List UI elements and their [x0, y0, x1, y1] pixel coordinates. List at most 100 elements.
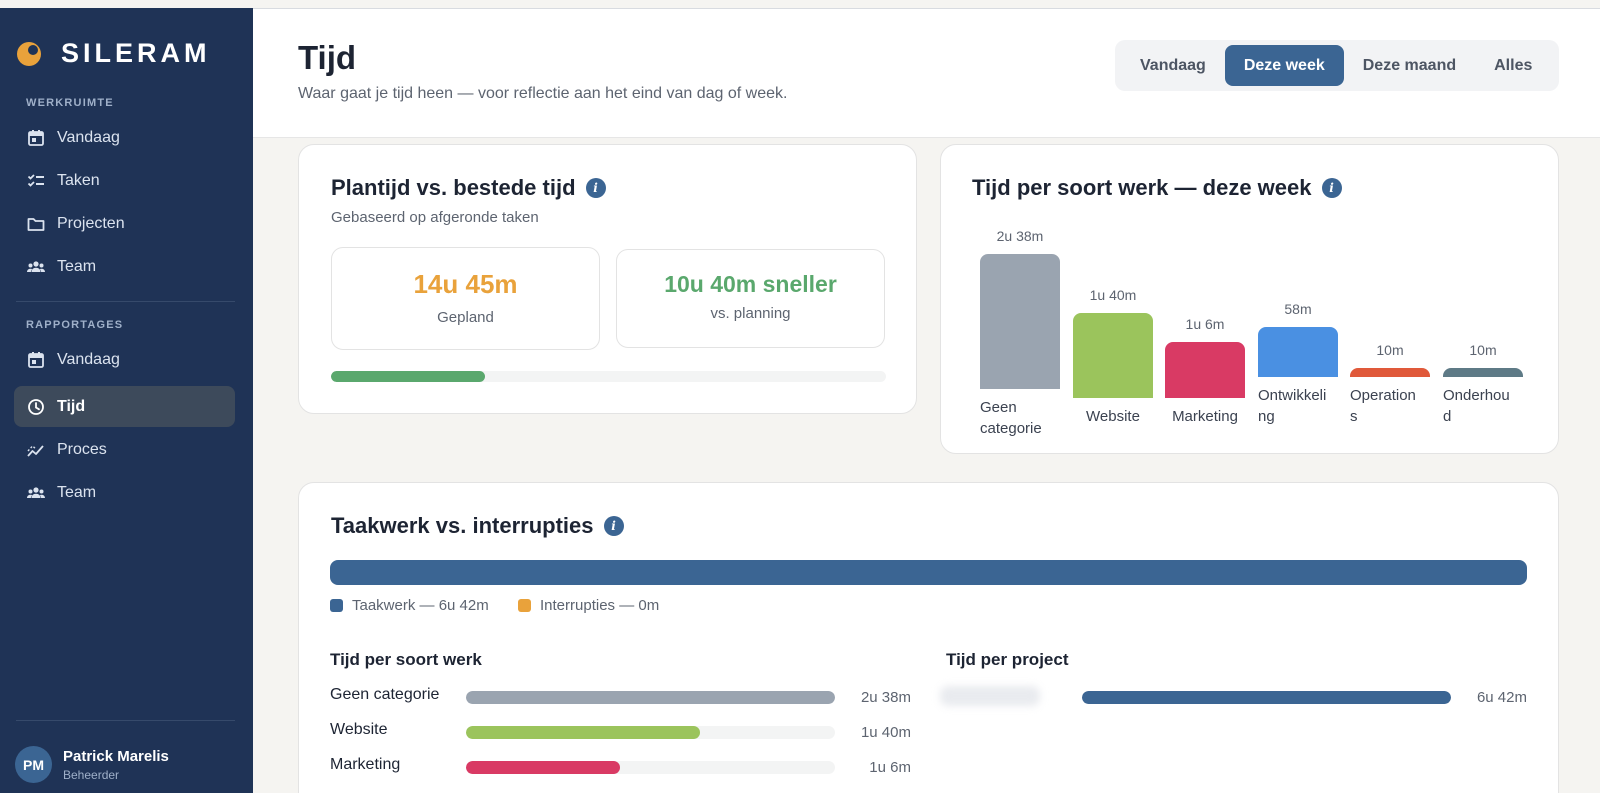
task-vs-interruptions-card: Taakwerk vs. interrupties i — [298, 482, 1559, 793]
sidebar-item-report-team[interactable]: Team — [14, 472, 235, 513]
work-type-row-value: 1u 40m — [860, 724, 911, 741]
work-type-heading: Tijd per soort werk — [330, 650, 482, 669]
user-name: Patrick Marelis — [63, 747, 169, 765]
legend-label: Interrupties — 0m — [540, 597, 660, 614]
work-type-chart-card: Tijd per soort werk — deze week i 2u 38m… — [940, 144, 1559, 454]
card-title-text: Plantijd vs. bestede tijd — [331, 175, 576, 200]
project-bar-track — [1082, 691, 1451, 704]
plan-progress-fill — [331, 371, 485, 382]
project-bar-fill — [1082, 691, 1451, 704]
checklist-icon — [26, 171, 45, 190]
sidebar-divider — [16, 720, 235, 721]
chart-category-label: Ontwikkeli ng — [1258, 387, 1327, 425]
card-title: Plantijd vs. bestede tijd i — [331, 175, 606, 201]
chart-category-label: Geen categorie — [980, 399, 1042, 437]
chart-bar — [1258, 327, 1338, 377]
chart-category-label: Operation s — [1350, 387, 1416, 425]
legend-label: Taakwerk — 6u 42m — [352, 597, 489, 614]
chart-data-label: 10m — [1469, 342, 1497, 358]
plan-progress-track — [331, 371, 886, 382]
range-button-all[interactable]: Alles — [1494, 56, 1533, 74]
card-title: Tijd per soort werk — deze week i — [972, 175, 1342, 201]
sidebar-item-label: Projecten — [57, 214, 125, 232]
work-type-bar-fill — [466, 726, 700, 739]
chart-data-label: 10m — [1376, 342, 1404, 358]
sidebar-divider — [16, 301, 235, 302]
sidebar-item-label: Vandaag — [57, 350, 120, 368]
sidebar-item-report-vandaag[interactable]: Vandaag — [14, 339, 235, 380]
user-role: Beheerder — [63, 767, 120, 782]
page-title: Tijd — [298, 39, 357, 76]
info-icon[interactable]: i — [1321, 178, 1342, 198]
work-type-bar-fill — [466, 761, 621, 774]
project-value: 6u 42m — [1476, 689, 1527, 706]
sidebar-item-taken[interactable]: Taken — [14, 160, 235, 201]
work-type-row-value: 2u 38m — [860, 689, 911, 706]
chart-category-label: Website — [1086, 408, 1140, 425]
chart-bar — [1350, 368, 1430, 377]
chart-category-label: Onderhou d — [1443, 387, 1510, 425]
trend-icon — [26, 440, 45, 459]
planned-label: Gepland — [437, 309, 494, 326]
plan-vs-spent-card: Plantijd vs. bestede tijd i Gebaseerd op… — [298, 144, 917, 414]
work-type-row-value: 1u 6m — [869, 759, 911, 776]
sidebar-item-label: Vandaag — [57, 128, 120, 146]
info-icon[interactable]: i — [585, 178, 606, 198]
difference-stat: 10u 40m sneller vs. planning — [616, 249, 885, 348]
planned-stat: 14u 45m Gepland — [331, 247, 600, 350]
work-type-bar-track — [466, 691, 835, 704]
chart-data-label: 1u 40m — [1089, 287, 1137, 303]
chart-data-label: 2u 38m — [996, 228, 1044, 244]
legend-swatch — [518, 599, 531, 612]
sidebar-item-label: Proces — [57, 440, 107, 458]
project-name-redacted — [940, 686, 1040, 706]
brand[interactable]: SILERAM — [17, 38, 211, 69]
user-profile[interactable]: PM Patrick Marelis Beheerder — [15, 746, 169, 783]
card-subtitle: Gebaseerd op afgeronde taken — [331, 209, 539, 226]
sidebar-item-team[interactable]: Team — [14, 246, 235, 287]
page-header: Tijd Waar gaat je tijd heen — voor refle… — [253, 8, 1600, 138]
work-type-bar-track — [466, 726, 835, 739]
calendar-icon — [26, 350, 45, 369]
info-icon[interactable]: i — [603, 516, 624, 536]
chart-category-label: Marketing — [1172, 408, 1238, 425]
folder-icon — [26, 214, 45, 233]
legend-item-interruptions: Interrupties — 0m — [518, 597, 659, 614]
range-button-week[interactable]: Deze week — [1224, 45, 1344, 86]
sidebar-item-label: Taken — [57, 171, 100, 189]
work-type-row-label: Geen categorie — [330, 686, 440, 703]
work-type-row-label: Website — [330, 721, 388, 738]
sidebar-item-proces[interactable]: Proces — [14, 429, 235, 470]
difference-value: 10u 40m sneller — [664, 271, 837, 297]
card-title-text: Taakwerk vs. interrupties — [331, 513, 594, 538]
sidebar-item-projecten[interactable]: Projecten — [14, 203, 235, 244]
sidebar-item-label: Team — [57, 483, 97, 501]
sidebar-item-tijd[interactable]: Tijd — [14, 386, 235, 427]
project-heading: Tijd per project — [946, 650, 1069, 669]
section-label-reports: RAPPORTAGES — [26, 319, 124, 331]
range-button-month[interactable]: Deze maand — [1362, 56, 1457, 74]
chart-data-label: 58m — [1284, 301, 1312, 317]
chart-bar — [1165, 342, 1245, 398]
brand-name: SILERAM — [61, 38, 211, 68]
sidebar-item-label: Team — [57, 257, 97, 275]
difference-label: vs. planning — [710, 305, 791, 322]
card-title: Taakwerk vs. interrupties i — [331, 513, 624, 539]
people-icon — [26, 257, 45, 276]
range-button-today[interactable]: Vandaag — [1140, 56, 1206, 74]
section-label-workspace: WERKRUIMTE — [26, 97, 114, 109]
legend-swatch — [330, 599, 343, 612]
range-selector: Vandaag Deze week Deze maand Alles — [1115, 40, 1559, 91]
sidebar-item-vandaag[interactable]: Vandaag — [14, 117, 235, 158]
chart-title: Tijd per soort werk — deze week — [972, 175, 1312, 200]
work-type-bar-track — [466, 761, 835, 774]
brand-logo-icon — [17, 41, 41, 66]
people-icon — [26, 483, 45, 502]
planned-value: 14u 45m — [413, 269, 518, 299]
calendar-icon — [26, 128, 45, 147]
chart-data-label: 1u 6m — [1185, 316, 1225, 332]
chart-bar — [1443, 368, 1523, 377]
sidebar: SILERAM WERKRUIMTE Vandaag Taken Project… — [0, 8, 253, 793]
work-type-row-label: Marketing — [330, 756, 401, 773]
task-interruption-split-bar — [330, 560, 1527, 585]
